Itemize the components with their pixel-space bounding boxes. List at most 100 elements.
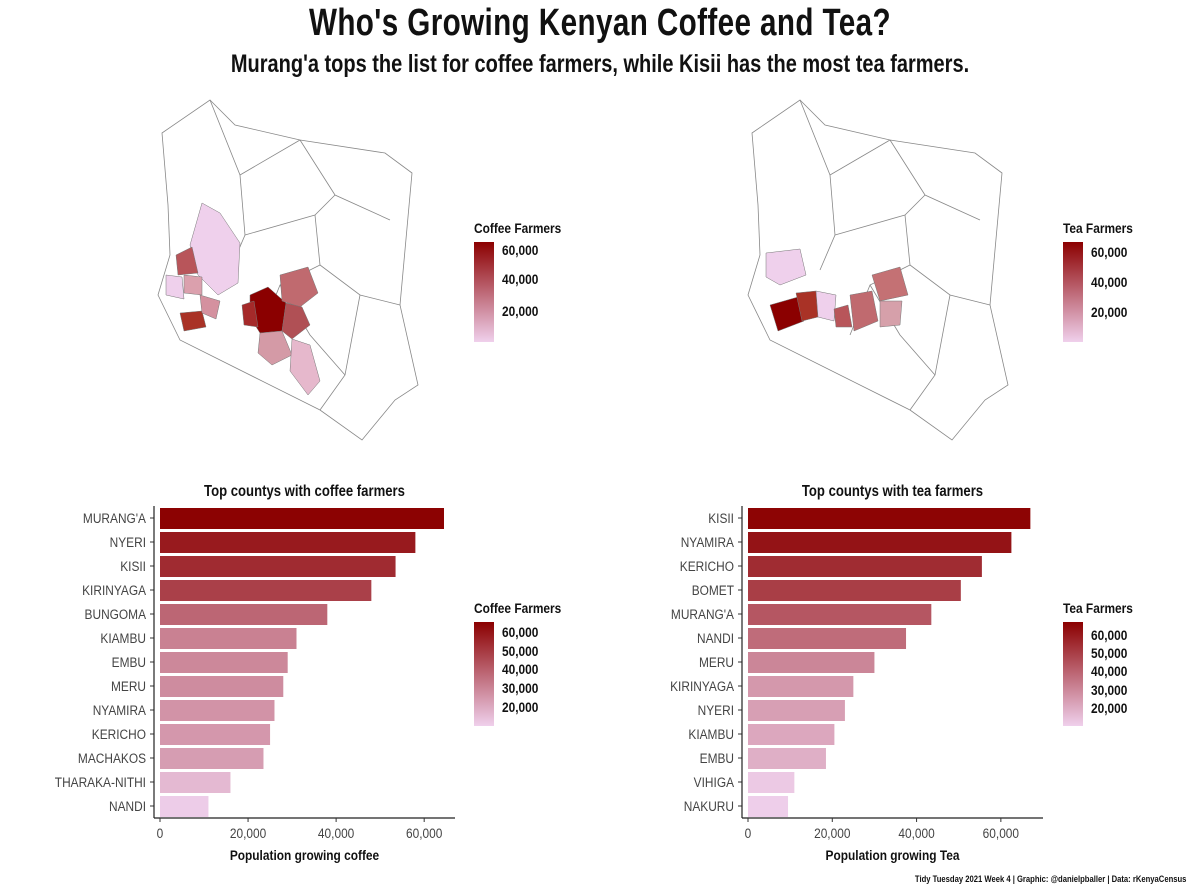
- legend-label: 40,000: [1091, 663, 1128, 679]
- y-tick-label: KISII: [708, 510, 734, 526]
- y-tick-label: KIAMBU: [688, 726, 734, 742]
- y-tick-label: NYERI: [110, 534, 146, 550]
- x-tick-label: 0: [157, 825, 164, 841]
- bar-kericho: [748, 556, 982, 577]
- caption: Tidy Tuesday 2021 Week 4 | Graphic: @dan…: [914, 874, 1186, 884]
- coffee-bar-legend: Coffee Farmers 60,000 50,000 40,000 30,0…: [474, 600, 594, 730]
- bar-kisii: [748, 508, 1031, 529]
- bar-meru: [160, 676, 284, 697]
- bar-nyamira: [748, 532, 1012, 553]
- legend-colorbar: [474, 242, 494, 342]
- bar-kiambu: [160, 628, 297, 649]
- y-tick-label: NANDI: [697, 630, 734, 646]
- bar-embu: [160, 652, 288, 673]
- tea-map: [747, 99, 1009, 441]
- coffee-bar-chart: Top countys with coffee farmers MURANG'A N…: [55, 483, 455, 863]
- legend-label: 20,000: [502, 303, 539, 319]
- legend-label: 30,000: [1091, 682, 1128, 698]
- y-tick-label: MURANG'A: [83, 510, 146, 526]
- y-tick-label: KIRINYAGA: [670, 678, 734, 694]
- y-tick-label: NYAMIRA: [93, 702, 147, 718]
- bar-vihiga: [748, 772, 795, 793]
- legend-label: 20,000: [1091, 304, 1128, 320]
- bar-meru: [748, 652, 875, 673]
- x-tick-label: 60,000: [983, 825, 1019, 841]
- chart-title: Top countys with tea farmers: [802, 483, 983, 500]
- bar-nyeri: [748, 700, 845, 721]
- legend-label: 20,000: [502, 699, 539, 715]
- page-subtitle: Murang'a tops the list for coffee farmer…: [230, 50, 970, 78]
- y-tick-label: MURANG'A: [671, 606, 734, 622]
- legend-title: Coffee Farmers: [474, 220, 562, 236]
- y-tick-label: KIAMBU: [100, 630, 146, 646]
- x-tick-label: 20,000: [814, 825, 850, 841]
- legend-label: 60,000: [1091, 244, 1128, 260]
- legend-title: Tea Farmers: [1063, 600, 1133, 616]
- x-tick-label: 40,000: [318, 825, 354, 841]
- legend-label: 60,000: [502, 624, 539, 640]
- legend-colorbar: [1063, 622, 1083, 726]
- bar-murang-a: [160, 508, 444, 529]
- bar-nandi: [160, 796, 209, 817]
- y-tick-label: KERICHO: [680, 558, 734, 574]
- bar-nandi: [748, 628, 907, 649]
- bar-machakos: [160, 748, 264, 769]
- legend-colorbar: [1063, 242, 1083, 342]
- bar-kericho: [160, 724, 271, 745]
- x-tick-label: 20,000: [230, 825, 266, 841]
- legend-label: 40,000: [502, 271, 539, 287]
- legend-label: 40,000: [1091, 274, 1128, 290]
- legend-label: 50,000: [502, 643, 539, 659]
- y-tick-label: MACHAKOS: [78, 750, 146, 766]
- y-tick-label: NANDI: [109, 798, 146, 814]
- x-tick-label: 60,000: [406, 825, 442, 841]
- x-axis-label: Population growing Tea: [826, 847, 961, 863]
- legend-label: 20,000: [1091, 700, 1128, 716]
- x-tick-label: 40,000: [898, 825, 934, 841]
- y-tick-label: KIRINYAGA: [82, 582, 146, 598]
- y-tick-label: KISII: [120, 558, 146, 574]
- legend-title: Tea Farmers: [1063, 220, 1133, 236]
- bar-bungoma: [160, 604, 328, 625]
- legend-label: 60,000: [502, 242, 539, 258]
- chart-title: Top countys with coffee farmers: [204, 483, 405, 500]
- county-shading: [165, 202, 321, 396]
- bar-tharaka-nithi: [160, 772, 231, 793]
- legend-label: 60,000: [1091, 627, 1128, 643]
- y-tick-label: BUNGOMA: [85, 606, 147, 622]
- y-tick-label: THARAKA-NITHI: [55, 774, 146, 790]
- bar-kiambu: [748, 724, 835, 745]
- y-tick-label: MERU: [111, 678, 146, 694]
- kenya-outline: [157, 99, 419, 441]
- bar-murang-a: [748, 604, 932, 625]
- bar-kirinyaga: [160, 580, 372, 601]
- coffee-map: [157, 99, 419, 441]
- legend-colorbar: [474, 622, 494, 726]
- legend-label: 40,000: [502, 661, 539, 677]
- legend-label: 30,000: [502, 680, 539, 696]
- y-tick-label: EMBU: [700, 750, 734, 766]
- county-shading: [765, 248, 909, 332]
- tea-bar-legend: Tea Farmers 60,000 50,000 40,000 30,000 …: [1063, 600, 1183, 730]
- bar-nyamira: [160, 700, 275, 721]
- y-tick-label: MERU: [699, 654, 734, 670]
- bar-nakuru: [748, 796, 789, 817]
- y-tick-label: EMBU: [112, 654, 146, 670]
- kenya-outline: [747, 99, 1009, 441]
- bar-nyeri: [160, 532, 416, 553]
- y-tick-label: BOMET: [692, 582, 734, 598]
- bar-embu: [748, 748, 826, 769]
- legend-title: Coffee Farmers: [474, 600, 562, 616]
- tea-bar-chart: Top countys with tea farmers KISII NYAMIRA…: [670, 483, 1043, 863]
- bar-kirinyaga: [748, 676, 854, 697]
- page-title: Who's Growing Kenyan Coffee and Tea?: [308, 2, 892, 44]
- y-tick-label: NYAMIRA: [681, 534, 735, 550]
- coffee-map-legend: Coffee Farmers 60,000 40,000 20,000: [474, 220, 594, 345]
- tea-map-legend: Tea Farmers 60,000 40,000 20,000: [1063, 220, 1183, 345]
- y-tick-label: NYERI: [698, 702, 734, 718]
- y-tick-label: KERICHO: [92, 726, 146, 742]
- y-tick-label: NAKURU: [684, 798, 734, 814]
- bar-kisii: [160, 556, 396, 577]
- bar-bomet: [748, 580, 961, 601]
- legend-label: 50,000: [1091, 645, 1128, 661]
